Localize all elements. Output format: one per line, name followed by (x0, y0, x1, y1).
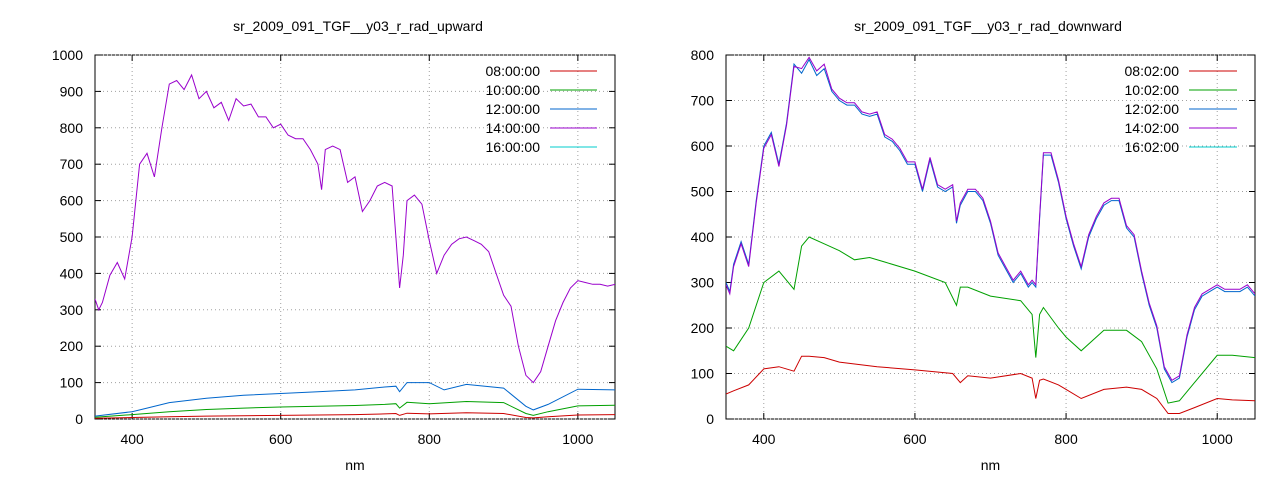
chart-2-series-4-line (726, 56, 1255, 381)
chart-1-ytick-label: 500 (60, 229, 84, 245)
chart-2-xtick-label: 1000 (1202, 431, 1233, 447)
chart-2-ytick-label: 200 (691, 320, 715, 336)
chart-2-ytick-label: 800 (691, 47, 715, 63)
chart-1-ytick-label: 100 (60, 375, 84, 391)
chart-1-legend-label-1: 08:00:00 (486, 63, 541, 79)
chart-1-xtick-label: 1000 (562, 431, 593, 447)
chart-2-legend-label-1: 08:02:00 (1125, 63, 1180, 79)
chart-1-series-4-line (95, 73, 615, 384)
chart-2-xtick-label: 800 (1054, 431, 1078, 447)
chart-1-ytick-label: 200 (60, 338, 84, 354)
chart-1-ytick-label: 1000 (52, 47, 83, 63)
chart-2-series-2-line (726, 236, 1255, 404)
chart-2-ytick-label: 400 (691, 229, 715, 245)
chart-1-title: sr_2009_091_TGF__y03_r_rad_upward (233, 18, 483, 34)
chart-1-ytick-label: 700 (60, 156, 84, 172)
chart-1-ytick-label: 0 (75, 411, 83, 427)
chart-2-legend-label-4: 14:02:00 (1125, 120, 1180, 136)
chart-1-xtick-label: 400 (120, 431, 144, 447)
chart-2-xtick-label: 400 (752, 431, 776, 447)
chart-2-ytick-label: 100 (691, 366, 715, 382)
chart-1-ytick-label: 300 (60, 302, 84, 318)
chart-1-ytick-label: 400 (60, 265, 84, 281)
chart-2-ytick-label: 700 (691, 93, 715, 109)
chart-1-legend-label-5: 16:00:00 (486, 139, 541, 155)
chart-1-legend-label-3: 12:00:00 (486, 101, 541, 117)
chart-2-ytick-label: 500 (691, 184, 715, 200)
chart-1-legend-label-4: 14:00:00 (486, 120, 541, 136)
chart-2-legend-label-2: 10:02:00 (1125, 82, 1180, 98)
chart-2-xlabel: nm (981, 457, 1000, 473)
chart-1-xtick-label: 600 (269, 431, 293, 447)
chart-2-legend-label-3: 12:02:00 (1125, 101, 1180, 117)
chart-1-ytick-label: 800 (60, 120, 84, 136)
chart-1-series-3-line (95, 382, 615, 417)
chart-2-ytick-label: 0 (706, 411, 714, 427)
chart-1-ytick-label: 900 (60, 83, 84, 99)
chart-2-series-1-line (726, 355, 1255, 414)
chart-1-series-1-line (95, 412, 615, 419)
chart-2-xtick-label: 600 (903, 431, 927, 447)
chart-2-ytick-label: 300 (691, 275, 715, 291)
chart-2-ytick-label: 600 (691, 138, 715, 154)
chart-1-ytick-label: 600 (60, 193, 84, 209)
chart-2-title: sr_2009_091_TGF__y03_r_rad_downward (854, 18, 1122, 34)
chart-1-legend-label-2: 10:00:00 (486, 82, 541, 98)
chart-1-xtick-label: 800 (418, 431, 442, 447)
chart-1-series-2-line (95, 400, 615, 418)
chart-2-legend-label-5: 16:02:00 (1125, 139, 1180, 155)
chart-1-xlabel: nm (345, 457, 364, 473)
